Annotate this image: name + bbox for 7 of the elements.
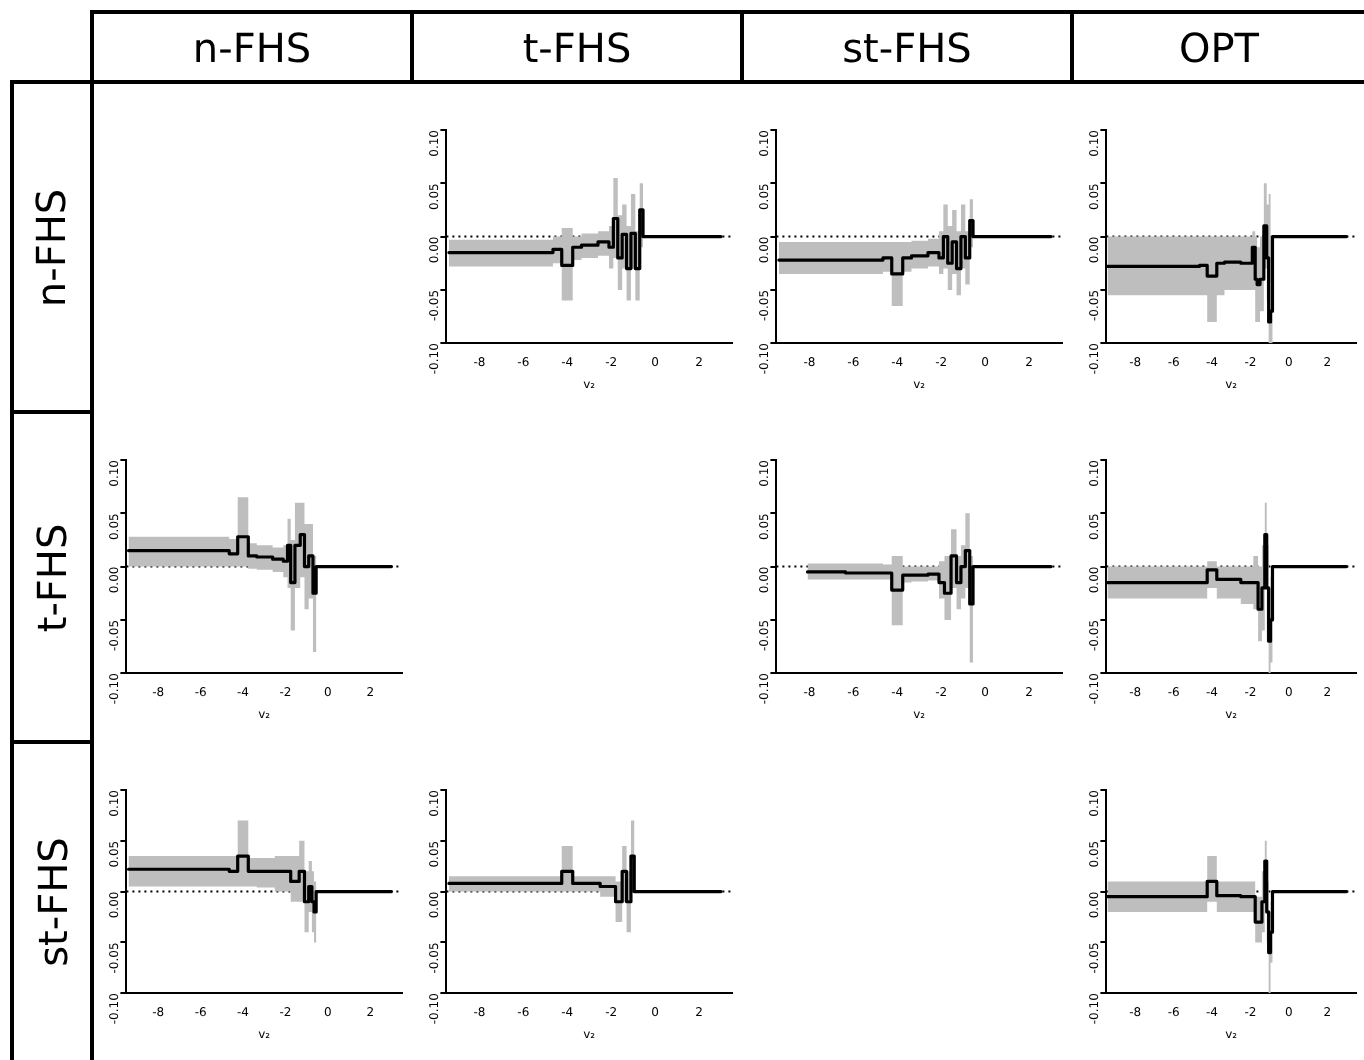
text: t-FHS bbox=[28, 522, 77, 632]
text: n-FHS bbox=[28, 187, 77, 307]
text: st-FHS bbox=[842, 23, 972, 71]
text: OPT bbox=[1178, 23, 1260, 71]
text: st-FHS bbox=[28, 837, 76, 967]
text: n-FHS bbox=[192, 23, 312, 71]
text: t-FHS bbox=[522, 23, 632, 71]
